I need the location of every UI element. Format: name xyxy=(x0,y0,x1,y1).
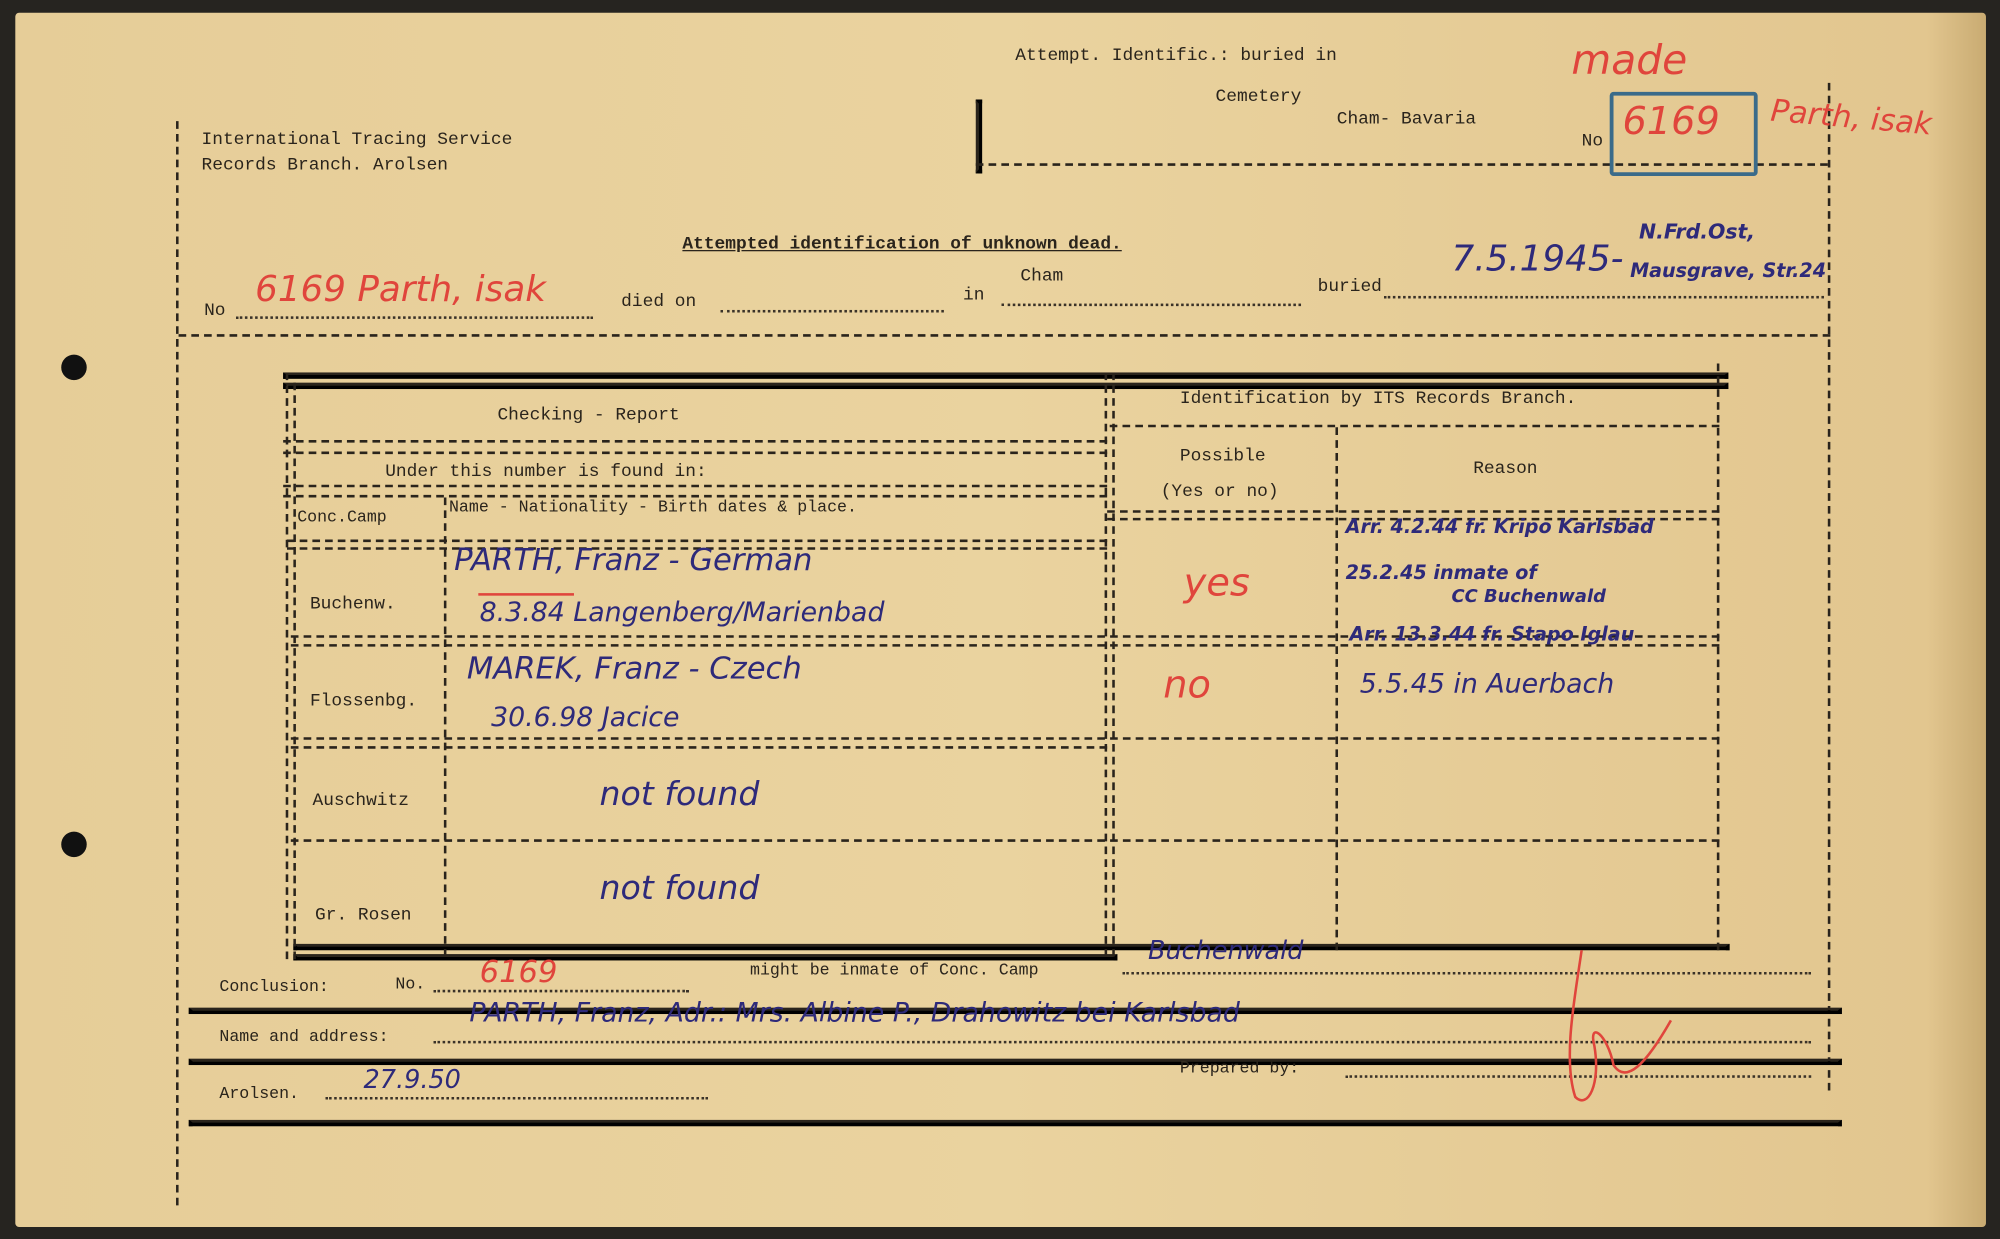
col-reason: Reason xyxy=(1473,459,1538,480)
row-reason-line3: CC Buchenwald xyxy=(1451,586,1606,608)
in-value: Cham xyxy=(1020,266,1064,287)
frame-line xyxy=(975,163,1828,166)
row-reason-line2: 25.2.45 inmate of xyxy=(1345,561,1537,585)
org-line2: Records Branch. Arolsen xyxy=(201,155,449,177)
row-reason-line1: Arr. 4.2.44 fr. Kripo Karlsbad xyxy=(1345,515,1654,539)
row-name-line1: MAREK, Franz - Czech xyxy=(466,650,802,687)
conclusion-label: Conclusion: xyxy=(219,977,329,997)
in-label: in xyxy=(963,285,985,307)
row-name-line1: not found xyxy=(599,775,760,814)
dotted-line xyxy=(1122,971,1812,975)
row-name-line2: 30.6.98 Jacice xyxy=(491,701,680,733)
col-name: Name - Nationality - Birth dates & place… xyxy=(448,497,857,517)
buried-label: buried xyxy=(1317,276,1382,298)
record-no-value: 6169 Parth, isak xyxy=(255,267,546,310)
row-possible: no xyxy=(1163,663,1211,708)
row-camp: Gr. Rosen xyxy=(315,905,412,927)
number-box xyxy=(1609,91,1758,177)
red-signature-mark xyxy=(1568,950,1673,1102)
dotted-line xyxy=(1345,1075,1812,1078)
conclusion-camp: Buchenwald xyxy=(1147,934,1304,966)
might-be-label: might be inmate of Conc. Camp xyxy=(749,960,1039,980)
cemetery-label: Cemetery xyxy=(1215,86,1302,108)
row-reason-line2: 5.5.45 in Auerbach xyxy=(1359,668,1615,699)
date-value: 27.9.50 xyxy=(363,1063,461,1095)
dotted-line xyxy=(1383,295,1824,299)
conclusion-no-value: 6169 xyxy=(479,954,558,990)
buried-place-line1: N.Frd.Ost, xyxy=(1639,219,1756,244)
col-camp: Conc.Camp xyxy=(297,507,387,527)
dotted-line xyxy=(433,1040,1812,1044)
frame-line xyxy=(178,334,1831,337)
frame-line xyxy=(188,1058,1842,1066)
dotted-line xyxy=(235,316,594,319)
header-number: 6169 xyxy=(1622,99,1720,145)
no-label: No xyxy=(1581,131,1604,152)
dotted-line xyxy=(720,309,944,313)
form-title: Attempted identification of unknown dead… xyxy=(682,234,1122,256)
cemetery-place: Cham- Bavaria xyxy=(1336,109,1477,131)
frame-line xyxy=(188,1007,1842,1015)
col-possible-hint: (Yes or no) xyxy=(1160,482,1279,503)
org-line1: International Tracing Service xyxy=(201,130,513,151)
identification-header: Identification by ITS Records Branch. xyxy=(1179,389,1577,410)
under-number-label: Under this number is found in: xyxy=(385,461,707,483)
buried-place-line2: Mausgrave, Str.24 xyxy=(1630,258,1827,282)
dotted-line xyxy=(325,1096,708,1100)
arolsen-label: Arolsen. xyxy=(219,1084,300,1104)
punch-hole xyxy=(61,354,87,381)
red-underline xyxy=(478,593,574,596)
buried-date: 7.5.1945- xyxy=(1451,237,1624,280)
punch-hole xyxy=(61,831,87,858)
row-camp: Auschwitz xyxy=(312,790,409,812)
row-name-line2: 8.3.84 Langenberg/Marienbad xyxy=(479,596,885,628)
attempt-label: Attempt. Identific.: buried in xyxy=(1015,45,1337,67)
dotted-line xyxy=(1001,303,1302,307)
frame-line xyxy=(188,1119,1842,1127)
row-camp: Buchenw. xyxy=(309,594,396,615)
dotted-line xyxy=(433,989,689,993)
frame-line xyxy=(975,99,983,174)
row-name-line1: not found xyxy=(599,869,760,909)
died-on-label: died on xyxy=(621,292,697,313)
col-possible: Possible xyxy=(1179,446,1266,467)
made-note: made xyxy=(1571,35,1688,85)
index-card xyxy=(15,12,1986,1228)
row-camp: Flossenbg. xyxy=(309,691,418,712)
row-reason-line1: Arr. 13.3.44 fr. Stapo Iglau xyxy=(1349,622,1635,646)
prepared-by-label: Prepared by: xyxy=(1179,1058,1300,1078)
frame-line xyxy=(176,121,179,1206)
row-name-line1: PARTH, Franz - German xyxy=(454,542,813,578)
name-address-label: Name and address: xyxy=(219,1026,389,1046)
name-address-value: PARTH, Franz, Adr.: Mrs. Albine P., Drah… xyxy=(469,997,1240,1029)
record-no-label: No xyxy=(204,301,226,322)
row-possible: yes xyxy=(1183,561,1250,606)
conclusion-no-label: No. xyxy=(395,974,426,994)
frame-line xyxy=(1827,82,1831,1091)
checking-header: Checking - Report xyxy=(497,405,680,427)
